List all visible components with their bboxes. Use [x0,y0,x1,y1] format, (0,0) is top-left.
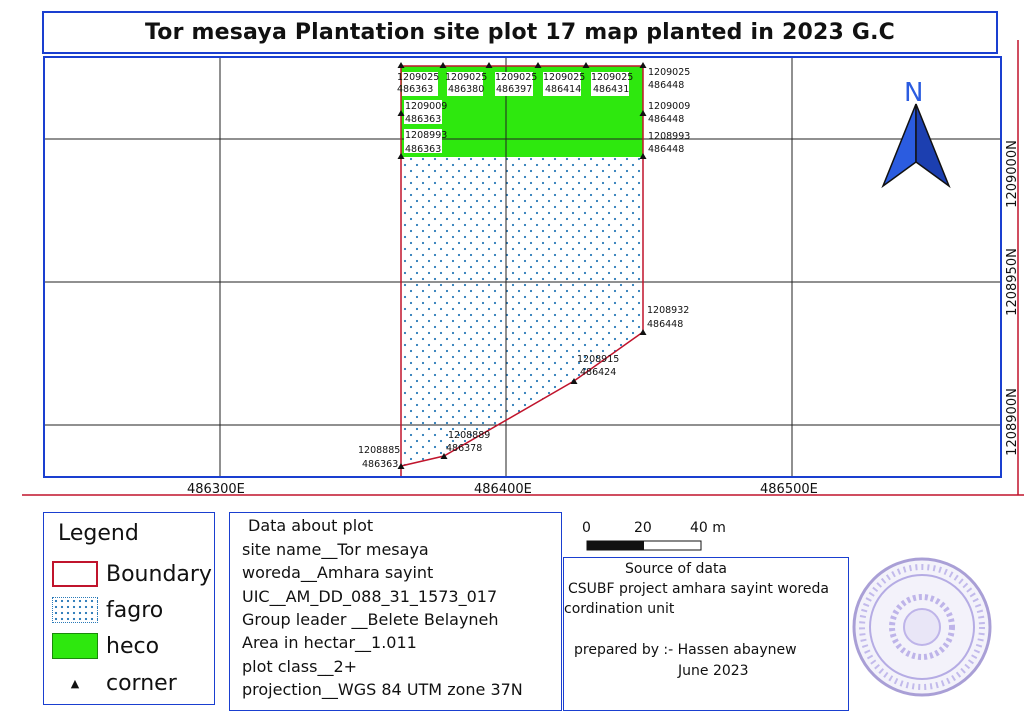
svg-text:1209025: 1209025 [543,72,585,83]
svg-text:1208993: 1208993 [648,131,690,142]
official-stamp-icon [852,557,992,697]
corner-swatch: ▲ [52,670,98,696]
svg-text:1209025: 1209025 [397,72,439,83]
legend-title: Legend [58,521,139,546]
y-axis-label: 1208900N [1005,388,1020,456]
scale-bar: 0 20 40 m [582,520,726,551]
map-title-box: Tor mesaya Plantation site plot 17 map p… [42,11,998,54]
plot-info-heading: Data about plot [248,516,374,535]
scale-label: 0 [582,520,591,536]
plot-info-line: site name__Tor mesaya [242,540,429,559]
svg-text:486448: 486448 [648,144,684,155]
legend-label: corner [106,670,177,696]
x-axis-label: 486400E [474,482,532,497]
heco-swatch [52,633,98,659]
legend-panel: Legend Boundary fagro heco ▲ corner [43,512,215,705]
plot-info-line: UIC__AM_DD_088_31_1573_017 [242,587,498,606]
plot-info-line: Group leader __Belete Belayneh [242,610,499,629]
svg-text:1208885: 1208885 [358,445,400,456]
legend-item-fagro: fagro [52,597,163,623]
plot-info-line: woreda__Amhara sayint [242,563,434,582]
plot-info-line: projection__WGS 84 UTM zone 37N [242,680,523,699]
svg-text:486424: 486424 [580,367,616,378]
legend-label: fagro [106,597,164,623]
svg-text:486363: 486363 [397,84,433,95]
north-arrow-icon: N [881,78,951,189]
boundary-swatch [52,561,98,587]
svg-text:1209009: 1209009 [648,101,690,112]
svg-text:486431: 486431 [593,84,629,95]
legend-item-boundary: Boundary [52,561,212,587]
source-panel: Source of data CSUBF project amhara sayi… [563,557,849,711]
source-line: cordination unit [564,601,675,617]
plot-info-panel: Data about plot site name__Tor mesaya wo… [229,512,562,711]
legend-item-heco: heco [52,633,159,659]
x-axis-label: 486300E [187,482,245,497]
svg-text:486380: 486380 [448,84,484,95]
legend-item-corner: ▲ corner [52,670,177,696]
svg-text:1209025: 1209025 [495,72,537,83]
source-line: CSUBF project amhara sayint woreda [568,581,829,597]
svg-text:1209025: 1209025 [648,67,690,78]
svg-text:486448: 486448 [648,114,684,125]
scale-label: 20 [634,520,652,536]
corner-markers [397,62,647,469]
svg-text:1209025: 1209025 [445,72,487,83]
corner-coordinate-labels: 1209025 486363 1209025 486380 1209025 48… [358,67,690,470]
plot-info-line: Area in hectar__1.011 [242,633,417,652]
svg-text:1208932: 1208932 [647,305,689,316]
svg-text:486363: 486363 [405,144,441,155]
svg-text:486378: 486378 [446,443,482,454]
fagro-swatch [52,597,98,623]
svg-text:486448: 486448 [647,319,683,330]
svg-text:486363: 486363 [362,459,398,470]
svg-text:1208993: 1208993 [405,130,447,141]
svg-text:1208889: 1208889 [448,430,490,441]
legend-label: heco [106,633,160,659]
north-label: N [904,78,923,108]
plot-info-line: plot class__2+ [242,657,358,676]
prepared-by: prepared by :- Hassen abaynew [574,642,797,658]
svg-text:1209025: 1209025 [591,72,633,83]
source-heading: Source of data [625,561,728,577]
triangle-icon: ▲ [70,676,80,690]
fagro-area [401,157,643,466]
prepared-date: June 2023 [678,663,749,679]
svg-text:486397: 486397 [496,84,532,95]
map-title: Tor mesaya Plantation site plot 17 map p… [144,20,895,45]
svg-text:1209009: 1209009 [405,101,447,112]
svg-text:486448: 486448 [648,80,684,91]
scale-label: 40 m [690,520,726,536]
x-axis-label: 486500E [760,482,818,497]
svg-text:486363: 486363 [405,114,441,125]
svg-text:486414: 486414 [545,84,581,95]
y-axis-label: 1208950N [1005,248,1020,316]
y-axis-label: 1209000N [1005,140,1020,208]
svg-text:1208915: 1208915 [577,354,619,365]
legend-label: Boundary [106,561,212,587]
